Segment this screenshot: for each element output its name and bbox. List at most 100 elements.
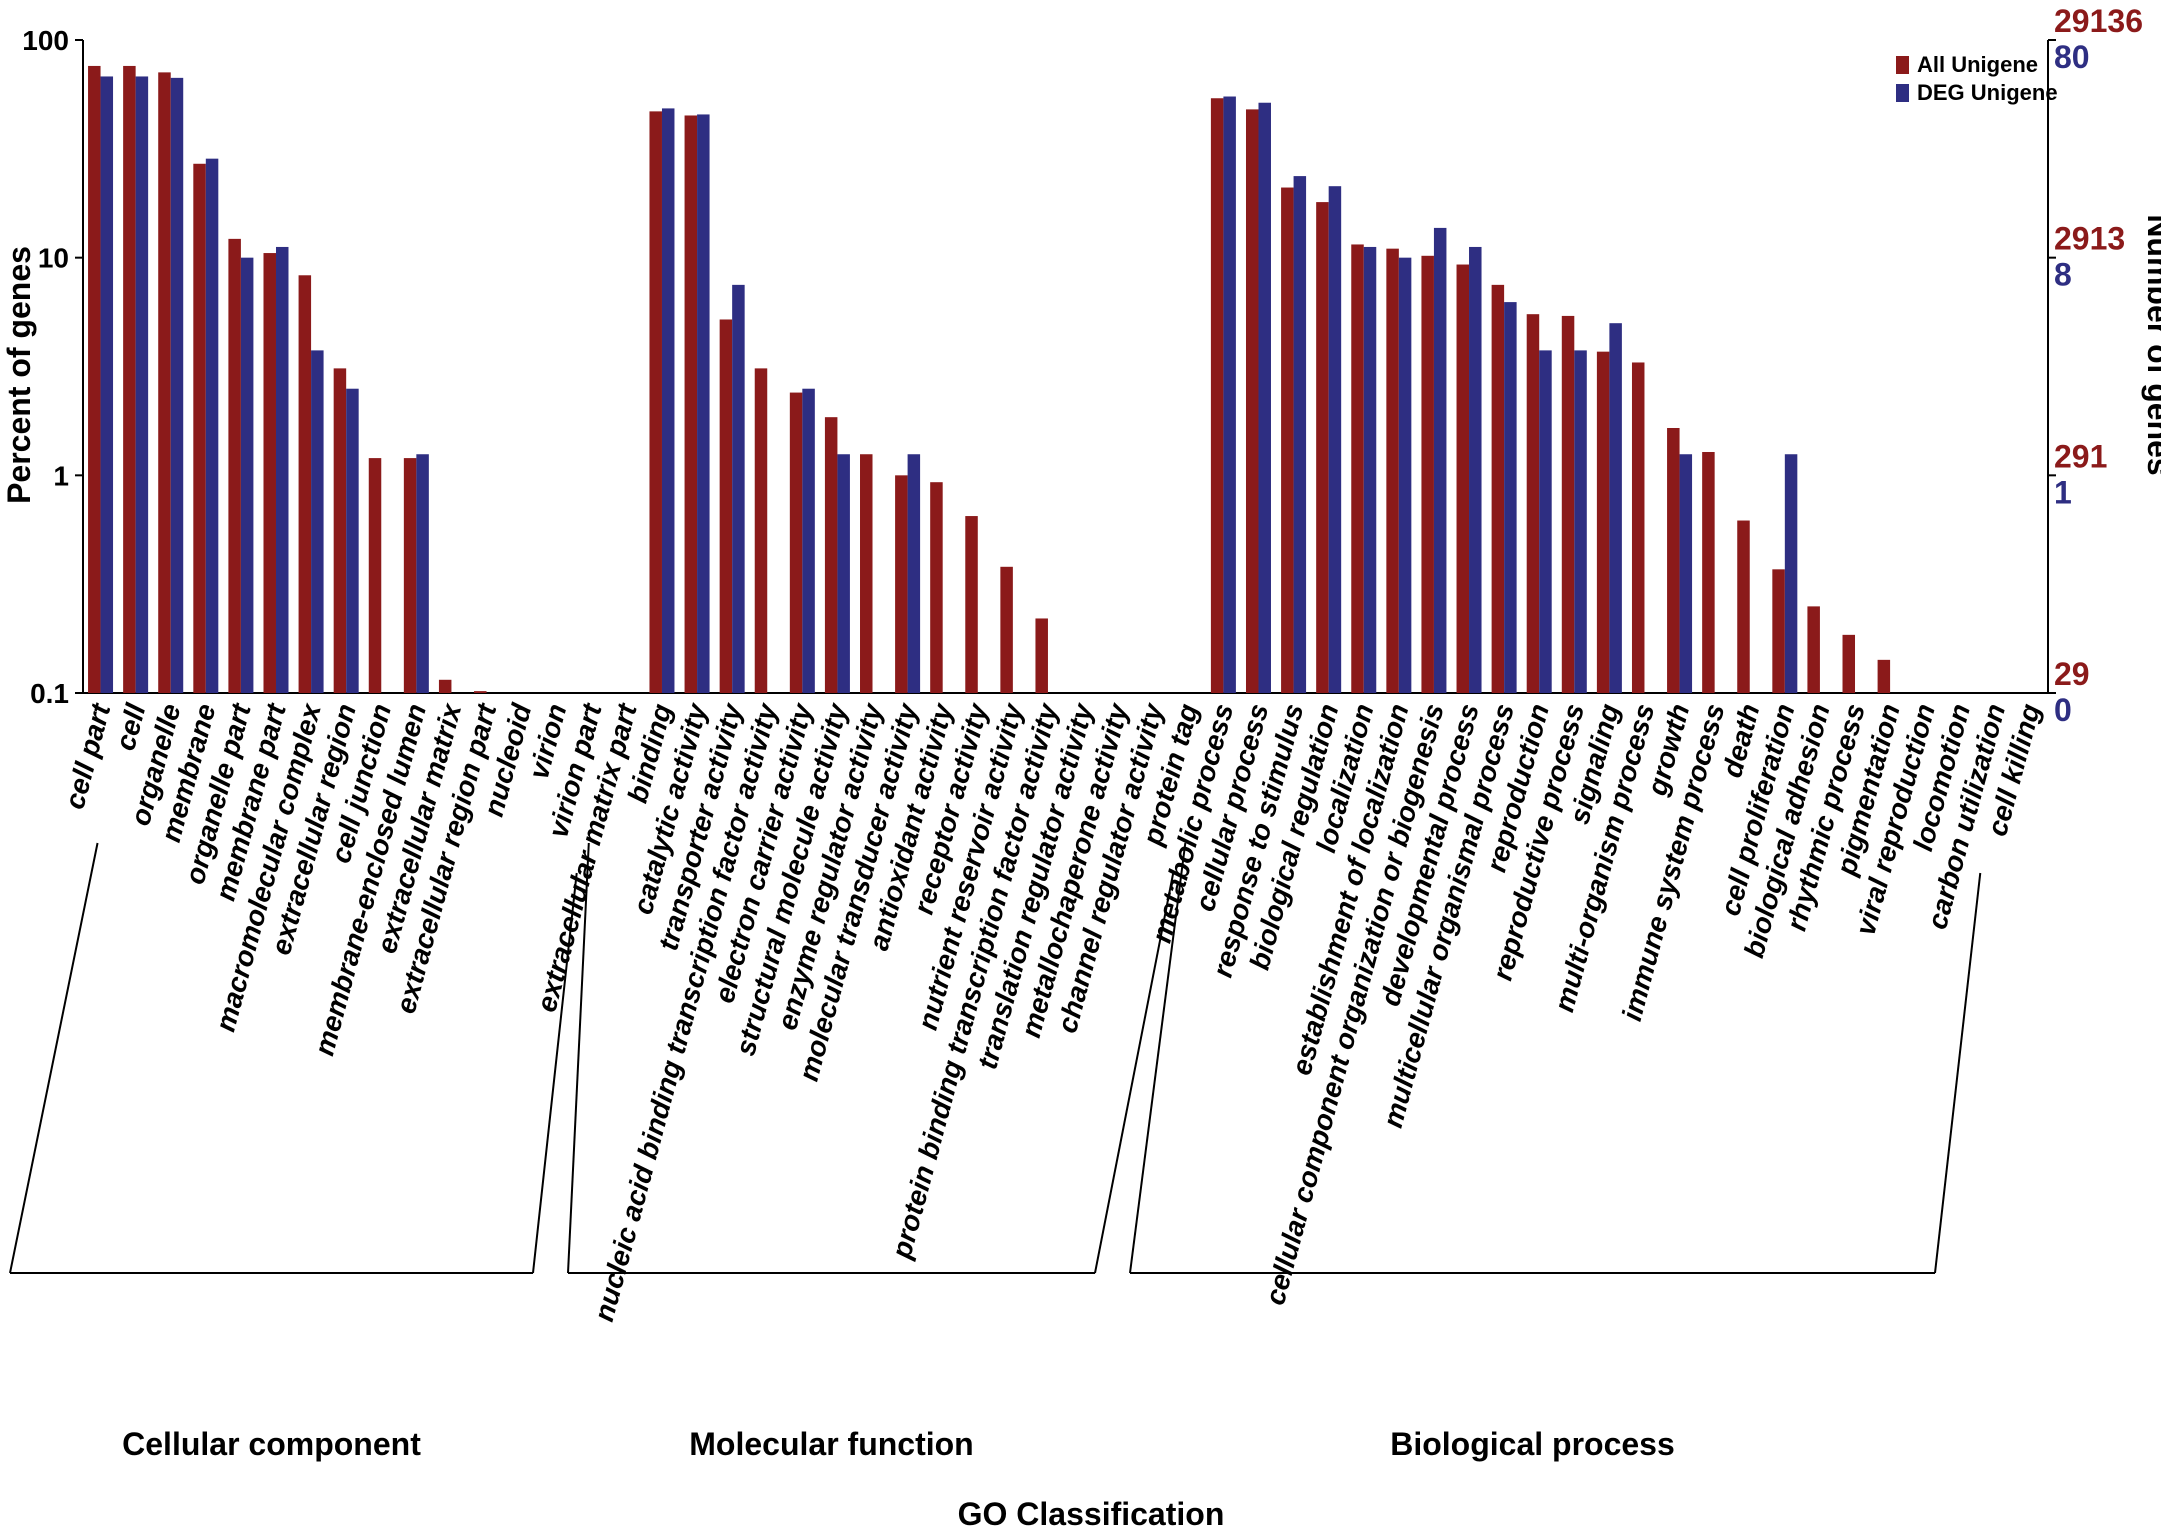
- group-bracket-right: [1934, 872, 1982, 1274]
- group-bracket-left: [1129, 842, 1187, 1274]
- right-tick-label-all: 29136: [2054, 3, 2143, 39]
- right-tick-label-all: 29: [2054, 656, 2090, 692]
- bar-deg-unigene: [1398, 257, 1412, 693]
- bar-deg-unigene: [1293, 176, 1307, 694]
- bar-all-unigene: [1210, 98, 1224, 693]
- bar-all-unigene: [754, 368, 768, 693]
- bar-all-unigene: [123, 65, 136, 693]
- bar-all-unigene: [1667, 427, 1680, 693]
- bar-all-unigene: [1737, 520, 1750, 693]
- category-label: cell part: [59, 699, 117, 812]
- bar-deg-unigene: [346, 388, 359, 693]
- bar-all-unigene: [1877, 659, 1891, 693]
- bar-deg-unigene: [1784, 454, 1798, 693]
- bar-all-unigene: [1842, 634, 1856, 693]
- bar-all-unigene: [263, 253, 276, 694]
- legend: All Unigene DEG Unigene: [1896, 52, 2058, 105]
- bar-deg-unigene: [1574, 350, 1587, 693]
- bar-deg-unigene: [661, 108, 675, 693]
- bar-all-unigene: [1596, 351, 1610, 693]
- group-brackets: Cellular component Molecular function Biol…: [9, 842, 1982, 1462]
- y-axis-title-right: Number of genes: [2141, 214, 2161, 475]
- left-y-axis: 100 10 1 0.1: [22, 25, 83, 709]
- bar-all-unigene: [930, 482, 943, 693]
- x-tick-labels: cell partcellorganellemembraneorganelle …: [59, 699, 2047, 1325]
- left-tick-label: 0.1: [30, 678, 69, 709]
- bar-all-unigene: [1807, 606, 1820, 693]
- bar-deg-unigene: [1433, 227, 1447, 693]
- bar-all-unigene: [88, 65, 101, 693]
- bar-deg-unigene: [170, 77, 184, 693]
- bar-all-unigene: [1035, 618, 1048, 693]
- bar-all-unigene: [368, 458, 382, 693]
- right-tick-label-deg: 1: [2054, 474, 2072, 510]
- bar-deg-unigene: [1469, 246, 1482, 693]
- group-bracket-left: [9, 842, 99, 1274]
- bar-all-unigene: [1281, 187, 1294, 693]
- y-axis-title-left: Percent of genes: [1, 246, 37, 504]
- bar-all-unigene: [649, 111, 662, 694]
- bar-deg-unigene: [275, 246, 289, 693]
- bar-all-unigene: [403, 458, 417, 693]
- bar-all-unigene: [474, 691, 487, 693]
- bar-deg-unigene: [1328, 186, 1342, 693]
- bar-all-unigene: [824, 417, 838, 693]
- bar-all-unigene: [1245, 109, 1259, 693]
- bar-deg-unigene: [802, 388, 815, 693]
- bar-deg-unigene: [1258, 102, 1271, 693]
- bars: [88, 65, 1891, 694]
- bar-deg-unigene: [100, 76, 114, 694]
- bar-deg-unigene: [311, 350, 324, 693]
- bar-all-unigene: [1561, 315, 1575, 693]
- bar-deg-unigene: [1223, 96, 1236, 693]
- legend-swatch-deg: [1896, 84, 1909, 102]
- bar-deg-unigene: [1363, 246, 1377, 693]
- left-tick-label: 100: [22, 25, 69, 56]
- right-tick-label-all: 291: [2054, 438, 2107, 474]
- right-tick-label-deg: 80: [2054, 39, 2090, 75]
- group-label: Molecular function: [689, 1426, 973, 1462]
- bar-all-unigene: [1000, 566, 1013, 693]
- right-tick-label-deg: 0: [2054, 692, 2072, 728]
- bar-all-unigene: [1702, 451, 1715, 693]
- bar-all-unigene: [684, 115, 698, 694]
- group-bracket-right: [532, 872, 578, 1274]
- bar-deg-unigene: [416, 454, 429, 693]
- bar-all-unigene: [228, 238, 241, 693]
- x-axis-title: GO Classification: [958, 1496, 1225, 1532]
- bar-all-unigene: [193, 163, 206, 694]
- bar-all-unigene: [1772, 569, 1785, 693]
- bar-all-unigene: [895, 475, 908, 693]
- bar-all-unigene: [1351, 244, 1364, 693]
- bar-all-unigene: [1456, 264, 1470, 693]
- bar-deg-unigene: [837, 454, 850, 693]
- bar-all-unigene: [719, 319, 733, 693]
- group-label: Cellular component: [122, 1426, 421, 1462]
- bar-all-unigene: [1421, 255, 1434, 694]
- bar-deg-unigene: [1504, 302, 1517, 693]
- bar-all-unigene: [158, 72, 171, 693]
- legend-label-deg: DEG Unigene: [1917, 80, 2058, 105]
- bar-deg-unigene: [697, 114, 710, 694]
- bar-all-unigene: [298, 275, 312, 693]
- right-tick-label-deg: 8: [2054, 257, 2072, 293]
- bar-all-unigene: [789, 392, 803, 693]
- left-tick-label: 10: [38, 243, 69, 274]
- bar-deg-unigene: [732, 284, 745, 693]
- left-tick-label: 1: [53, 460, 69, 491]
- bar-all-unigene: [860, 454, 873, 693]
- right-y-axis: 29136 2913 291 29 80 8 1 0: [2048, 3, 2143, 728]
- legend-swatch-all: [1896, 56, 1909, 74]
- bar-deg-unigene: [1609, 323, 1622, 693]
- bar-deg-unigene: [1539, 350, 1552, 693]
- group-bracket-left: [567, 842, 590, 1274]
- bar-all-unigene: [1386, 248, 1399, 693]
- bar-deg-unigene: [205, 158, 219, 693]
- bar-all-unigene: [965, 516, 978, 693]
- bar-all-unigene: [333, 368, 347, 693]
- right-tick-label-all: 2913: [2054, 221, 2125, 257]
- bar-all-unigene: [1316, 202, 1329, 693]
- bar-all-unigene: [1631, 362, 1645, 693]
- group-bracket-right: [1094, 872, 1175, 1274]
